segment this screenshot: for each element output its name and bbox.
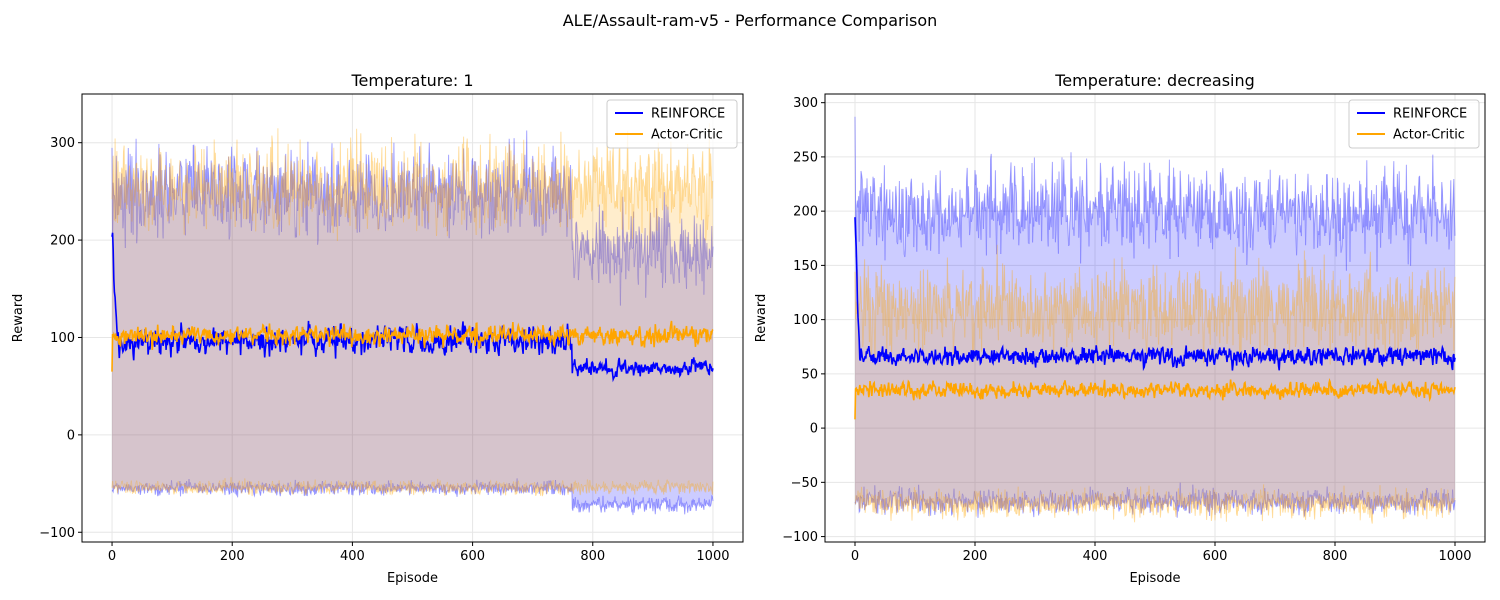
y-tick-label: 100 bbox=[50, 331, 75, 346]
y-tick-label: 300 bbox=[50, 136, 75, 151]
y-tick-label: 200 bbox=[50, 234, 75, 249]
subplot-title: Temperature: decreasing bbox=[1054, 71, 1255, 90]
std-band-actor-critic bbox=[112, 123, 713, 497]
y-tick-label: 50 bbox=[801, 367, 818, 382]
x-tick-label: 1000 bbox=[1438, 549, 1471, 564]
axes-frame bbox=[824, 93, 1486, 543]
y-tick-label: 0 bbox=[810, 422, 818, 437]
mean-lines bbox=[854, 217, 1456, 420]
band-upper-edge bbox=[854, 116, 1456, 272]
legend: REINFORCE Actor-Critic bbox=[1348, 99, 1480, 149]
legend-label-actor-critic: Actor-Critic bbox=[651, 128, 723, 143]
y-ticks: −100 0 100 200 300 bbox=[39, 136, 82, 541]
x-ticks: 0 200 400 600 800 1000 bbox=[108, 542, 730, 564]
x-tick-label: 0 bbox=[851, 549, 859, 564]
y-axis-label: Reward bbox=[11, 294, 26, 342]
std-bands bbox=[111, 123, 714, 516]
band-lower-edge bbox=[854, 482, 1456, 518]
subplot-temperature-1: 0 200 400 600 800 1000 −100 0 100 200 300 Tempera… bbox=[11, 71, 744, 586]
x-tick-label: 600 bbox=[460, 549, 485, 564]
legend-label-reinforce: REINFORCE bbox=[651, 107, 725, 122]
x-tick-label: 800 bbox=[580, 549, 605, 564]
axes-frame bbox=[81, 93, 744, 543]
figure-suptitle: ALE/Assault-ram-v5 - Performance Compari… bbox=[563, 11, 938, 30]
legend-label-actor-critic: Actor-Critic bbox=[1393, 128, 1465, 143]
std-band-actor-critic bbox=[855, 244, 1455, 524]
x-axis-label: Episode bbox=[387, 571, 438, 586]
band-upper-edge bbox=[111, 130, 714, 306]
y-tick-label: −100 bbox=[782, 530, 818, 545]
x-tick-label: 0 bbox=[108, 549, 116, 564]
std-band-reinforce bbox=[855, 116, 1455, 518]
y-tick-label: 0 bbox=[67, 428, 75, 443]
legend: REINFORCE Actor-Critic bbox=[606, 99, 738, 149]
x-ticks: 0 200 400 600 800 1000 bbox=[851, 542, 1472, 564]
band-lower-edge bbox=[854, 484, 1456, 524]
x-tick-label: 1000 bbox=[696, 549, 729, 564]
x-tick-label: 600 bbox=[1203, 549, 1228, 564]
y-axis-label: Reward bbox=[754, 294, 769, 342]
band-upper-edge bbox=[111, 123, 714, 242]
mean-line-actor-critic bbox=[111, 320, 714, 372]
x-tick-label: 400 bbox=[1083, 549, 1108, 564]
y-tick-label: 200 bbox=[793, 205, 818, 220]
band-lower-edge bbox=[111, 477, 714, 497]
y-tick-label: 250 bbox=[793, 150, 818, 165]
subplot-temperature-decreasing: 0 200 400 600 800 1000 −100 −50 0 50 100 150 200 250… bbox=[754, 71, 1486, 586]
mean-line-reinforce bbox=[854, 217, 1456, 372]
std-bands bbox=[854, 116, 1456, 524]
std-band-reinforce bbox=[112, 130, 713, 516]
y-tick-label: 150 bbox=[793, 259, 818, 274]
x-tick-label: 200 bbox=[963, 549, 988, 564]
y-tick-label: 300 bbox=[793, 96, 818, 111]
subplot-title: Temperature: 1 bbox=[350, 71, 473, 90]
mean-line-reinforce bbox=[111, 232, 714, 383]
mean-line-actor-critic bbox=[854, 377, 1456, 420]
x-tick-label: 200 bbox=[220, 549, 245, 564]
grid-lines bbox=[825, 94, 1485, 542]
band-upper-edge bbox=[854, 244, 1456, 365]
y-tick-label: −50 bbox=[791, 476, 818, 491]
band-lower-edge bbox=[111, 478, 714, 516]
x-tick-label: 400 bbox=[340, 549, 365, 564]
legend-label-reinforce: REINFORCE bbox=[1393, 107, 1467, 122]
x-axis-label: Episode bbox=[1129, 571, 1180, 586]
mean-lines bbox=[111, 232, 714, 383]
y-tick-label: 100 bbox=[793, 313, 818, 328]
x-tick-label: 800 bbox=[1323, 549, 1348, 564]
grid-lines bbox=[82, 94, 743, 542]
y-tick-label: −100 bbox=[39, 526, 75, 541]
y-ticks: −100 −50 0 50 100 150 200 250 300 bbox=[782, 96, 825, 545]
